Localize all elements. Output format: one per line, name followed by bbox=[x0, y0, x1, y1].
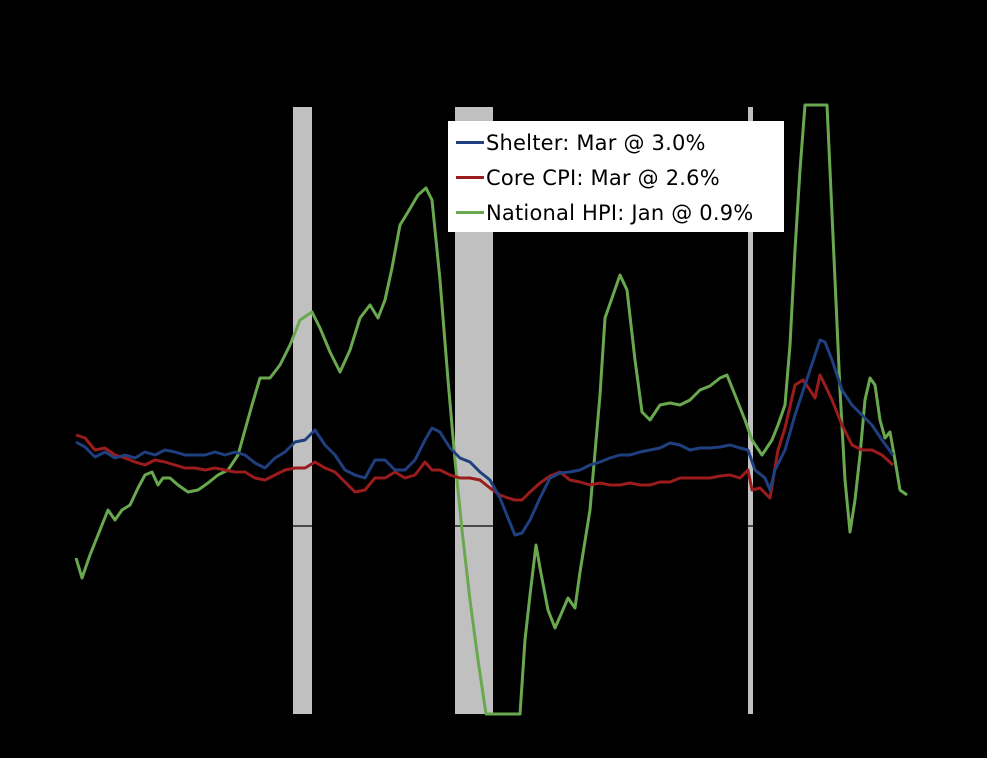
legend-item-shelter: Shelter: Mar @ 3.0% bbox=[456, 125, 784, 160]
legend-label: Core CPI: Mar @ 2.6% bbox=[486, 165, 720, 190]
series-line bbox=[75, 338, 895, 537]
recession-bar bbox=[748, 107, 753, 714]
shelter-line-swatch-icon bbox=[456, 141, 484, 144]
series-line bbox=[74, 103, 908, 716]
legend-label: National HPI: Jan @ 0.9% bbox=[486, 200, 754, 225]
core-cpi-line-swatch-icon bbox=[456, 176, 484, 179]
legend-item-core-cpi: Core CPI: Mar @ 2.6% bbox=[456, 160, 784, 195]
national-hpi-line-swatch-icon bbox=[456, 211, 484, 214]
recession-bar bbox=[293, 107, 312, 714]
legend-label: Shelter: Mar @ 3.0% bbox=[486, 130, 706, 155]
chart-legend: Shelter: Mar @ 3.0% Core CPI: Mar @ 2.6%… bbox=[448, 121, 784, 232]
series-lines bbox=[74, 103, 908, 716]
legend-item-national-hpi: National HPI: Jan @ 0.9% bbox=[456, 195, 784, 230]
